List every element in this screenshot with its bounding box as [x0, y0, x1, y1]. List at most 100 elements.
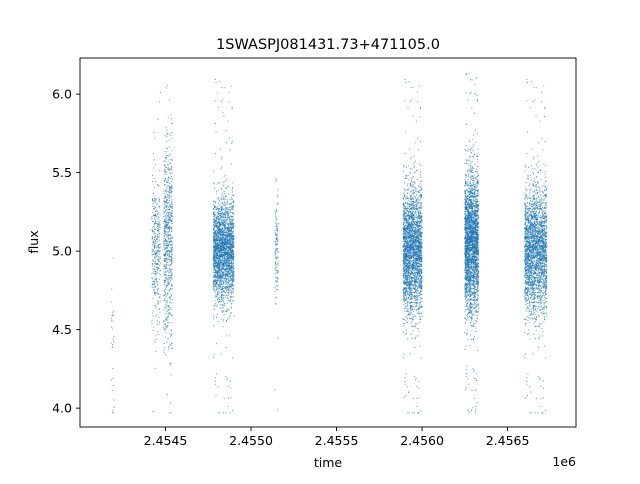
- data-point: [155, 305, 157, 307]
- data-point: [167, 315, 169, 317]
- data-point: [228, 204, 230, 206]
- data-point: [230, 206, 232, 208]
- data-point: [227, 213, 229, 215]
- data-point: [226, 271, 228, 273]
- data-point: [156, 236, 158, 238]
- data-point: [164, 196, 166, 198]
- data-point: [419, 258, 421, 260]
- data-point: [226, 261, 228, 263]
- data-point: [215, 232, 217, 234]
- data-point: [216, 263, 218, 265]
- data-point: [216, 304, 218, 306]
- data-point: [169, 146, 171, 148]
- data-point: [153, 226, 155, 228]
- data-point: [231, 215, 233, 217]
- data-point: [165, 127, 167, 129]
- data-point: [224, 287, 226, 289]
- data-point: [159, 213, 161, 215]
- data-point: [414, 314, 416, 316]
- data-point: [156, 267, 158, 269]
- data-point: [277, 272, 279, 274]
- data-point: [168, 231, 170, 233]
- data-point: [275, 181, 277, 183]
- data-point: [219, 237, 221, 239]
- data-point: [420, 213, 422, 215]
- data-point: [167, 178, 169, 180]
- data-point: [226, 240, 228, 242]
- data-point: [154, 253, 156, 255]
- data-point: [213, 281, 215, 283]
- data-point: [167, 256, 169, 258]
- data-point: [223, 201, 225, 203]
- data-point: [213, 244, 215, 246]
- data-point: [417, 282, 419, 284]
- data-point: [418, 268, 420, 270]
- data-point: [417, 259, 419, 261]
- data-point: [415, 254, 417, 256]
- data-point: [275, 285, 277, 287]
- data-point: [418, 249, 420, 251]
- data-point: [405, 210, 407, 212]
- data-point: [223, 301, 225, 303]
- data-point: [221, 260, 223, 262]
- data-point: [409, 230, 411, 232]
- data-point: [168, 309, 170, 311]
- data-point: [166, 223, 168, 225]
- data-point: [227, 276, 229, 277]
- data-point: [164, 219, 166, 221]
- data-point: [228, 256, 230, 258]
- data-point: [412, 286, 414, 288]
- data-point: [171, 249, 173, 251]
- data-point: [222, 184, 224, 186]
- data-point: [165, 278, 167, 280]
- data-point: [167, 164, 169, 166]
- data-point: [167, 254, 169, 256]
- data-point: [412, 189, 414, 191]
- data-point: [166, 285, 168, 287]
- data-point: [217, 197, 219, 199]
- data-point: [414, 338, 416, 340]
- data-point: [222, 261, 224, 263]
- data-point: [164, 200, 166, 202]
- data-point: [411, 252, 413, 254]
- data-point: [228, 255, 230, 257]
- data-point: [224, 216, 226, 218]
- data-point: [165, 313, 167, 315]
- data-point: [419, 286, 421, 288]
- data-point: [222, 249, 224, 251]
- data-point: [213, 249, 215, 251]
- data-point: [220, 276, 222, 278]
- data-point: [228, 279, 230, 281]
- data-point: [155, 246, 157, 248]
- data-point: [230, 212, 232, 214]
- data-point: [170, 344, 172, 346]
- data-point: [217, 242, 219, 244]
- data-point: [224, 195, 226, 197]
- data-point: [171, 262, 173, 264]
- data-point: [224, 286, 226, 288]
- data-point: [163, 208, 165, 210]
- data-point: [166, 240, 168, 242]
- data-point: [229, 249, 231, 251]
- data-point: [219, 251, 221, 253]
- data-point: [171, 210, 173, 212]
- data-point: [230, 245, 232, 247]
- data-point: [420, 258, 422, 260]
- data-point: [163, 283, 165, 285]
- data-point: [225, 319, 227, 321]
- data-point: [151, 231, 153, 233]
- data-point: [230, 258, 232, 260]
- data-point: [155, 316, 157, 318]
- data-point: [171, 241, 173, 243]
- data-point: [166, 325, 168, 326]
- data-point: [222, 235, 224, 237]
- data-point: [222, 276, 224, 278]
- data-point: [223, 254, 225, 256]
- data-point: [231, 107, 233, 109]
- data-point: [217, 257, 219, 259]
- data-point: [164, 202, 166, 204]
- data-point: [412, 205, 414, 207]
- data-point: [214, 283, 216, 285]
- data-point: [164, 266, 165, 268]
- data-point: [224, 217, 226, 219]
